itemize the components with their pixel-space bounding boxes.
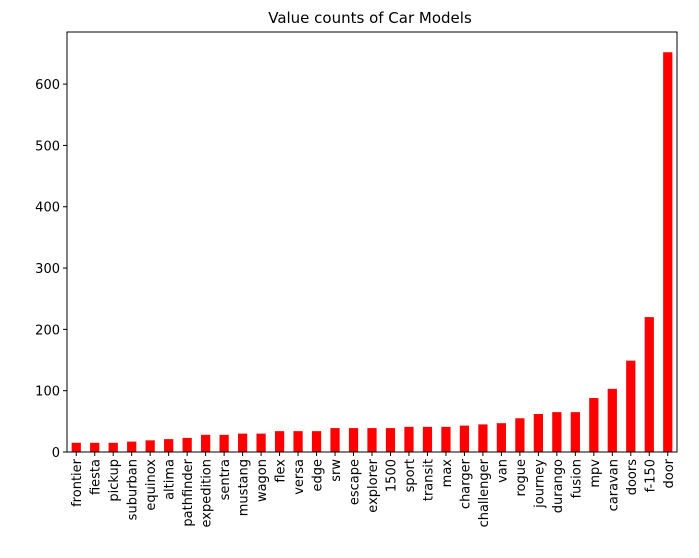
bar-sport [404,426,414,452]
x-axis: frontier fiesta pickup suburban equinox altim… [70,452,677,527]
x-tick-label: flex [274,459,289,483]
x-tick-label: charger [458,458,473,509]
x-tick-label: challenger [477,458,492,527]
x-tick-label: sentra [218,459,233,500]
x-tick-label: caravan [606,459,621,511]
bar-mustang [237,433,248,452]
x-tick-label: frontier [70,458,85,507]
bars-group [71,52,673,452]
bar-fiesta [90,442,100,452]
x-tick-label: door [662,458,677,488]
x-tick-label: sport [403,459,418,492]
bar-mpv [589,398,599,452]
x-tick-label: versa [292,459,307,495]
bar-srw [330,428,340,452]
x-tick-label: srw [329,459,344,482]
x-tick-label: durango [551,459,566,513]
x-tick-label: transit [421,459,436,501]
x-tick-label: expedition [200,459,215,527]
bar-fusion [570,412,580,452]
y-tick-label: 600 [35,78,60,93]
bar-pickup [108,442,118,452]
bar-doors [626,360,636,452]
x-tick-label: altima [163,459,178,500]
x-tick-label: equinox [144,459,159,511]
bar-1500 [385,428,396,452]
x-tick-label: explorer [366,458,381,512]
y-tick-label: 0 [52,446,60,461]
x-tick-label: rogue [514,459,529,497]
bar-wagon [256,433,266,452]
bar-altima [164,439,174,452]
bar-edge [311,431,322,452]
bar-explorer [367,428,377,452]
bar-frontier [71,442,81,452]
x-tick-label: doors [625,459,640,496]
y-tick-label: 100 [35,385,60,400]
x-tick-label: pathfinder [181,458,196,526]
x-tick-label: pickup [107,459,122,502]
x-tick-label: mustang [237,459,252,516]
y-axis: 0 100 200 300 400 500 600 [35,78,67,461]
x-tick-label: edge [311,459,326,492]
x-tick-label: van [495,459,510,483]
plot-frame [66,31,678,453]
bar-door [663,52,673,452]
x-tick-label: mpv [588,459,603,488]
y-tick-label: 200 [35,323,60,338]
x-tick-label: wagon [255,459,270,502]
bar-expedition [201,434,211,452]
bar-charger [459,425,470,452]
y-tick-label: 300 [35,262,60,277]
y-tick-label: 400 [35,201,60,216]
x-tick-label: suburban [126,459,141,520]
bar-escape [348,428,359,452]
x-tick-label: escape [348,459,363,505]
bar-suburban [127,441,137,452]
bar-rogue [515,418,525,452]
bar-versa [293,431,303,452]
x-tick-label: fiesta [89,459,104,495]
bar-max [441,426,451,452]
bar-journey [533,413,543,452]
bar-transit [422,426,433,452]
bar-caravan [607,388,617,452]
bar-sentra [219,434,229,452]
bar-equinox [145,440,155,452]
x-tick-label: f-150 [643,459,658,492]
bar-flex [274,431,285,452]
bar-challenger [478,424,488,452]
y-tick-label: 500 [35,139,60,154]
x-tick-label: fusion [569,459,584,498]
chart-title: Value counts of Car Models [268,9,472,27]
bar-pathfinder [182,437,192,452]
x-tick-label: 1500 [384,459,399,492]
bar-durango [552,412,562,452]
bar-van [496,423,507,452]
bar-f-150 [644,317,654,452]
x-tick-label: journey [532,459,547,509]
x-tick-label: max [440,459,455,488]
